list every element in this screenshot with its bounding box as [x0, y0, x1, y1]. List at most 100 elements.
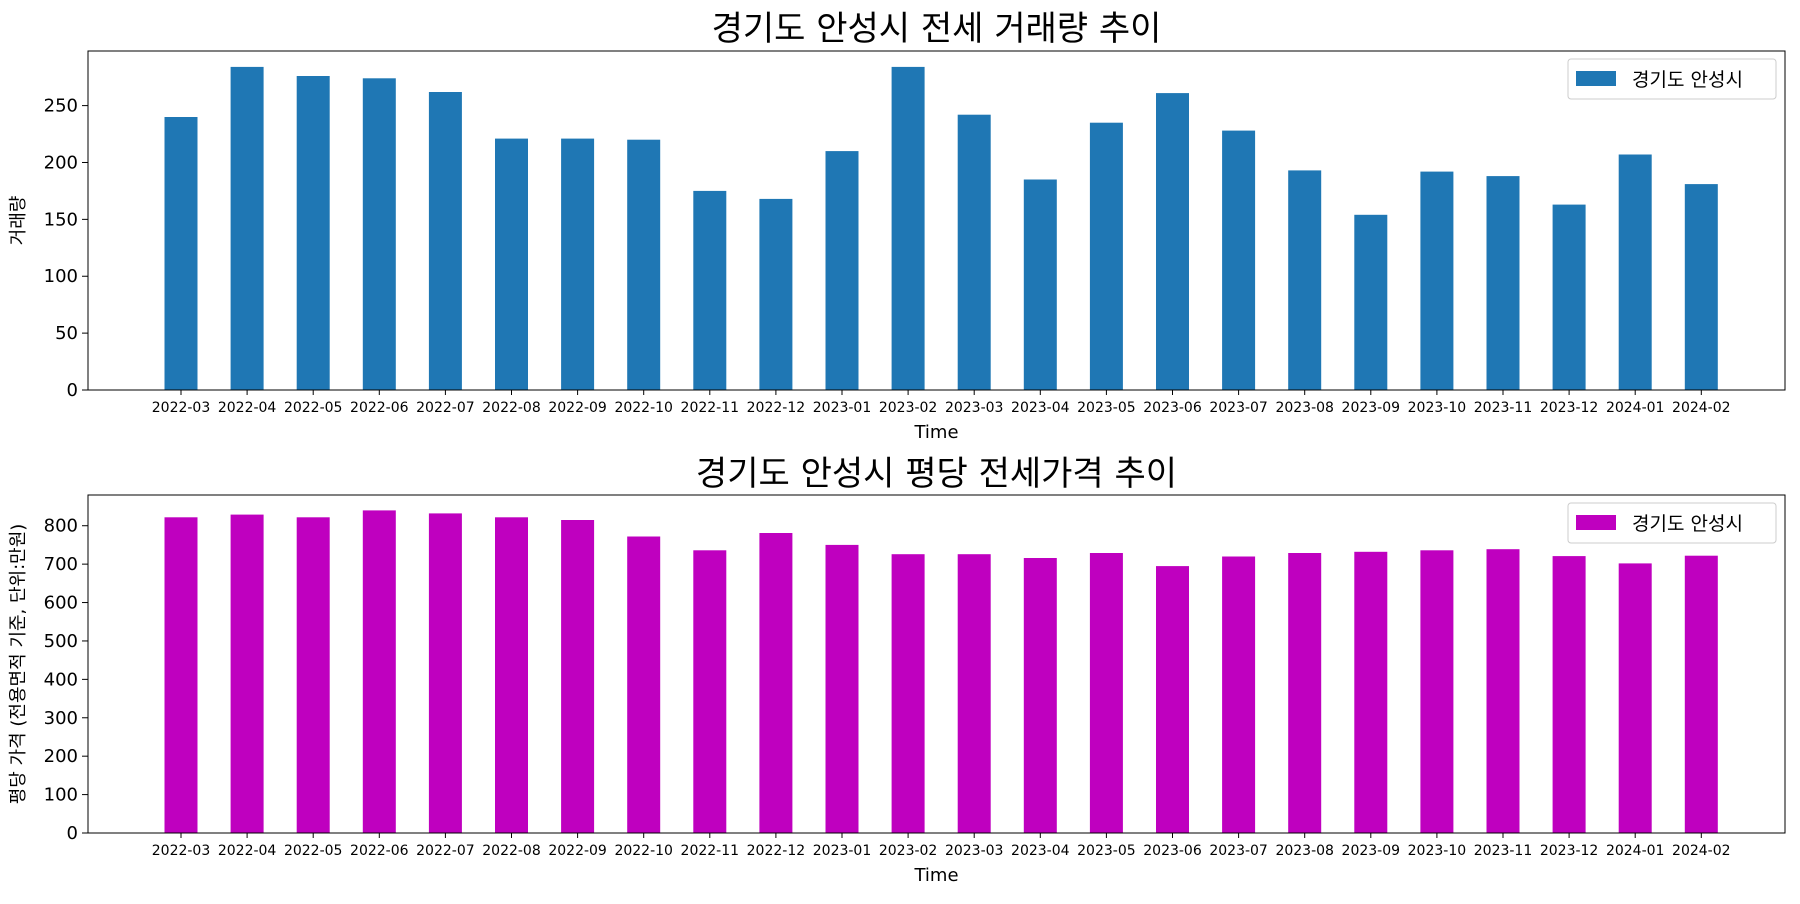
bar-2022-08 [495, 138, 528, 390]
y-tick-label: 0 [67, 380, 78, 401]
bar-2023-01 [825, 544, 859, 833]
legend-box [1567, 58, 1777, 100]
y-axis-label: 거래량 [8, 196, 29, 246]
x-tick-label: 2022-05 [284, 843, 343, 859]
chart-2: 경기도 안성시 평당 전세가격 추이 0 100 200 300 400 500 600 700… [8, 454, 1786, 886]
bar-2022-06 [362, 510, 396, 833]
x-tick-label: 2023-06 [1143, 400, 1202, 416]
x-tick-label: 2022-03 [152, 843, 211, 859]
bar-2023-04 [1023, 179, 1057, 390]
bar-2023-09 [1354, 214, 1388, 390]
x-tick-label: 2023-11 [1474, 843, 1533, 859]
chart-title: 경기도 안성시 평당 전세가격 추이 [696, 454, 1177, 494]
legend-box [1567, 502, 1777, 544]
x-tick-label: 2023-01 [813, 400, 872, 416]
x-tick-label: 2022-06 [350, 843, 409, 859]
bar-2022-09 [561, 138, 595, 390]
x-tick-label: 2023-09 [1342, 843, 1401, 859]
x-tick-label: 2023-10 [1408, 400, 1467, 416]
bar-2024-02 [1684, 184, 1718, 390]
x-tick-label: 2022-10 [614, 843, 673, 859]
bar-2023-12 [1552, 204, 1586, 390]
bar-2023-10 [1420, 550, 1454, 833]
x-tick-label: 2023-07 [1209, 843, 1268, 859]
x-axis-label: Time [913, 865, 958, 886]
y-tick-label: 800 [44, 516, 78, 537]
bar-2024-02 [1684, 555, 1718, 833]
x-tick-label: 2022-08 [482, 400, 541, 416]
bar-2022-10 [627, 536, 661, 833]
bar-2023-08 [1288, 170, 1322, 390]
y-tick-label: 500 [44, 631, 78, 652]
bar-2022-03 [164, 517, 198, 833]
y-tick-label: 100 [44, 266, 78, 287]
x-tick-label: 2023-08 [1275, 400, 1334, 416]
bar-2022-07 [428, 92, 462, 390]
x-tick-label: 2023-02 [879, 843, 938, 859]
bar-2022-10 [627, 139, 661, 390]
bar-2022-08 [495, 517, 528, 833]
bar-2023-03 [957, 114, 991, 390]
bar-2023-07 [1222, 130, 1256, 390]
bar-2023-11 [1486, 549, 1520, 833]
bar-2022-05 [296, 76, 330, 390]
x-tick-label: 2022-07 [416, 843, 475, 859]
bar-2023-06 [1156, 566, 1189, 833]
x-tick-label: 2022-06 [350, 400, 409, 416]
x-tick-label: 2022-05 [284, 400, 343, 416]
bar-2023-11 [1486, 176, 1520, 390]
y-axis-label: 평당 가격 (전용면적 기준, 단위:만원) [8, 524, 29, 805]
y-tick-label: 150 [44, 209, 78, 230]
y-tick-label: 400 [44, 669, 78, 690]
bar-2024-01 [1618, 563, 1652, 833]
x-tick-label: 2023-02 [879, 400, 938, 416]
x-tick-label: 2023-03 [945, 400, 1004, 416]
bar-2023-02 [891, 554, 925, 833]
y-tick-label: 700 [44, 554, 78, 575]
x-tick-label: 2023-09 [1342, 400, 1401, 416]
x-tick-label: 2024-01 [1606, 843, 1665, 859]
bar-2023-05 [1089, 122, 1123, 390]
bar-2023-07 [1222, 556, 1256, 833]
legend-label: 경기도 안성시 [1632, 513, 1743, 535]
x-tick-label: 2023-10 [1408, 843, 1467, 859]
x-tick-label: 2023-06 [1143, 843, 1202, 859]
bar-2023-03 [957, 554, 991, 833]
y-tick-label: 100 [44, 785, 78, 806]
x-axis-label: Time [913, 422, 958, 443]
y-tick-label: 300 [44, 708, 78, 729]
bar-2023-08 [1288, 553, 1322, 833]
plot-frame [87, 50, 1786, 391]
x-tick-label: 2022-09 [548, 843, 607, 859]
x-tick-label: 2023-07 [1209, 400, 1268, 416]
bar-2022-11 [693, 190, 727, 390]
bar-2023-04 [1023, 558, 1057, 833]
bar-2023-12 [1552, 556, 1586, 833]
y-tick-label: 250 [44, 96, 78, 117]
bar-2022-11 [693, 550, 727, 833]
x-tick-label: 2024-02 [1672, 843, 1731, 859]
x-tick-label: 2023-04 [1011, 400, 1070, 416]
x-tick-label: 2022-10 [614, 400, 673, 416]
bar-2023-10 [1420, 171, 1454, 390]
legend-label: 경기도 안성시 [1632, 69, 1743, 91]
y-tick-label: 200 [44, 152, 78, 173]
y-tick-label: 50 [55, 323, 78, 344]
x-tick-label: 2023-03 [945, 843, 1004, 859]
chart-1: 경기도 안성시 전세 거래량 추이 0 50 100 150 200 250 2022-03 2… [8, 9, 1786, 443]
x-tick-label: 2023-01 [813, 843, 872, 859]
x-tick-label: 2022-12 [747, 400, 806, 416]
x-tick-label: 2022-04 [218, 400, 277, 416]
x-tick-label: 2023-11 [1474, 400, 1533, 416]
x-tick-label: 2023-08 [1275, 843, 1334, 859]
x-tick-label: 2022-08 [482, 843, 541, 859]
x-tick-label: 2023-12 [1540, 843, 1599, 859]
x-tick-label: 2023-05 [1077, 843, 1136, 859]
bar-2022-06 [362, 78, 396, 391]
x-tick-label: 2023-04 [1011, 843, 1070, 859]
bar-2023-02 [891, 66, 925, 391]
bar-2023-01 [825, 151, 859, 390]
bar-2023-05 [1089, 553, 1123, 833]
